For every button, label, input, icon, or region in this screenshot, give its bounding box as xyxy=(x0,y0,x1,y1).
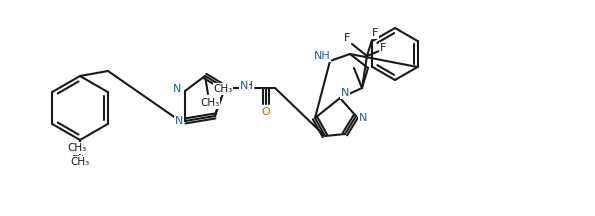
Text: H: H xyxy=(245,81,253,91)
Text: F: F xyxy=(344,33,350,43)
Text: N: N xyxy=(240,81,248,91)
Text: N: N xyxy=(341,88,349,98)
Text: N: N xyxy=(173,84,181,94)
Text: N: N xyxy=(175,116,183,126)
Text: N: N xyxy=(359,113,367,123)
Text: O: O xyxy=(262,107,270,117)
Text: NH: NH xyxy=(314,51,330,61)
Text: CH₃: CH₃ xyxy=(67,143,87,153)
Text: CH₃: CH₃ xyxy=(71,155,89,165)
Text: F: F xyxy=(380,43,386,53)
Text: CH₃: CH₃ xyxy=(214,84,233,94)
Text: CH₃: CH₃ xyxy=(201,98,220,108)
Text: F: F xyxy=(372,28,378,38)
Text: CH₃: CH₃ xyxy=(70,157,90,167)
